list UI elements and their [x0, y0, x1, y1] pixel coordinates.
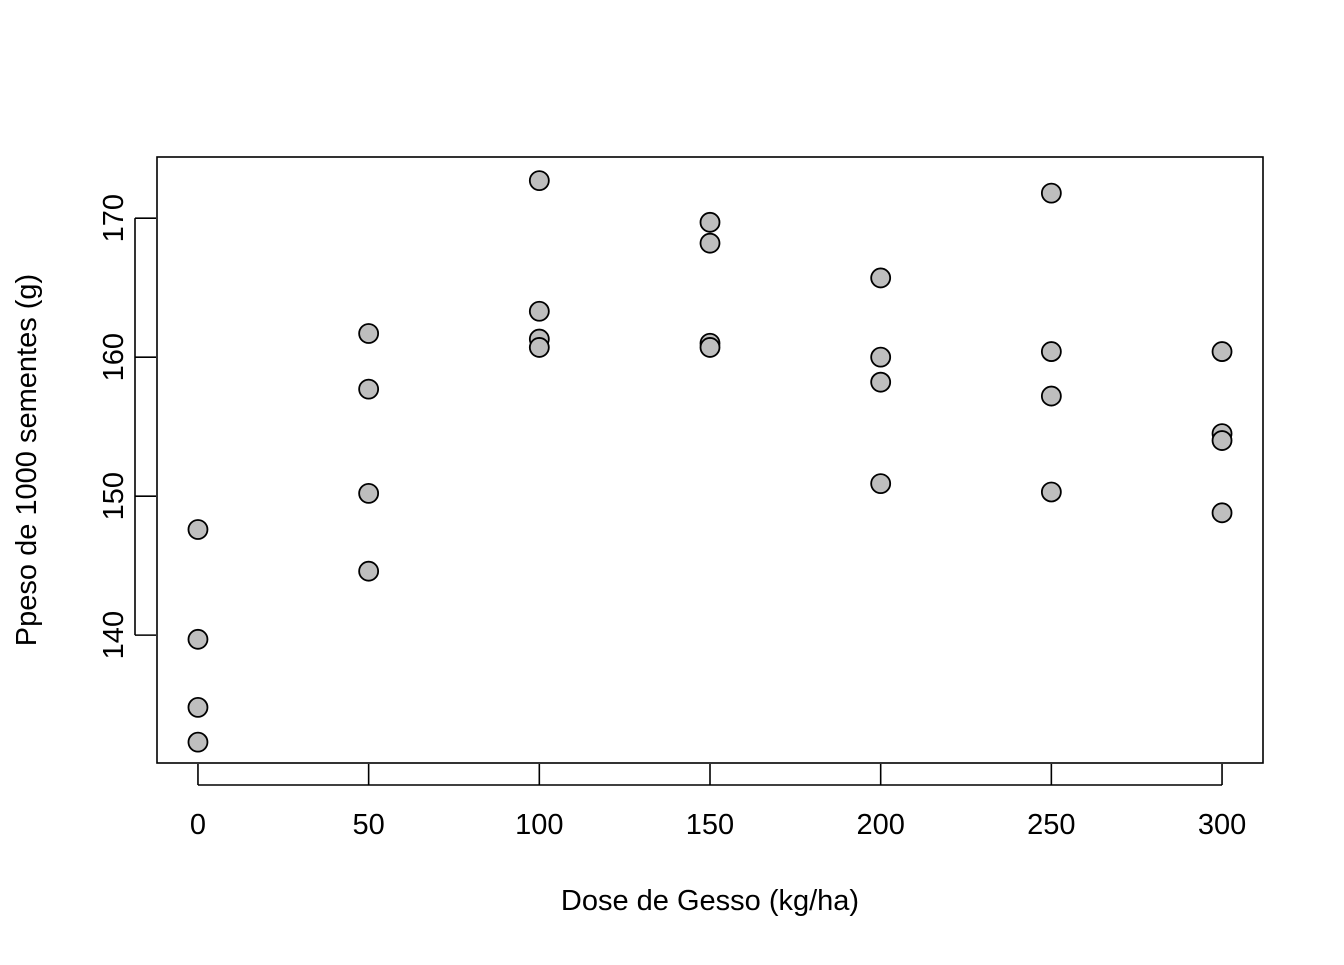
x-tick-label: 100: [515, 809, 563, 841]
data-point: [699, 232, 721, 254]
data-point: [358, 560, 380, 582]
data-point: [528, 300, 550, 322]
data-point: [1211, 502, 1233, 524]
data-point: [358, 482, 380, 504]
y-tick-label: 160: [98, 333, 130, 381]
data-point: [699, 337, 721, 358]
x-tick-label: 200: [856, 809, 904, 841]
data-point: [870, 371, 892, 393]
data-point: [870, 267, 892, 289]
x-tick-label: 0: [190, 809, 206, 841]
x-tick-label: 300: [1198, 809, 1246, 841]
data-point: [187, 628, 209, 650]
x-tick-label: 50: [353, 809, 385, 841]
data-point: [870, 346, 892, 368]
data-point: [1211, 341, 1233, 362]
y-tick-label: 150: [98, 472, 130, 520]
y-axis: 140 150 160 170: [98, 194, 156, 659]
x-axis-title: Dose de Gesso (kg/ha): [561, 885, 859, 917]
x-tick-label: 250: [1027, 809, 1075, 841]
data-point: [528, 337, 550, 358]
data-point: [358, 378, 380, 400]
data-point: [187, 731, 209, 753]
data-point: [1211, 430, 1233, 451]
data-point: [187, 519, 209, 540]
y-tick-label: 170: [98, 194, 130, 242]
data-point: [358, 323, 380, 344]
data-points: [187, 170, 1233, 753]
x-axis: 0 50 100 150 200 250 300: [190, 764, 1246, 841]
data-point: [1040, 481, 1062, 503]
y-axis-title: Ppeso de 1000 sementes (g): [11, 274, 43, 646]
data-point: [699, 211, 721, 233]
y-tick-label: 140: [98, 611, 130, 659]
plot-frame: [156, 156, 1264, 764]
data-point: [187, 697, 209, 718]
x-tick-label: 150: [686, 809, 734, 841]
data-point: [528, 170, 550, 192]
data-point: [1040, 341, 1062, 362]
data-point: [870, 473, 892, 495]
data-point: [1040, 385, 1062, 407]
data-point: [1040, 182, 1062, 204]
